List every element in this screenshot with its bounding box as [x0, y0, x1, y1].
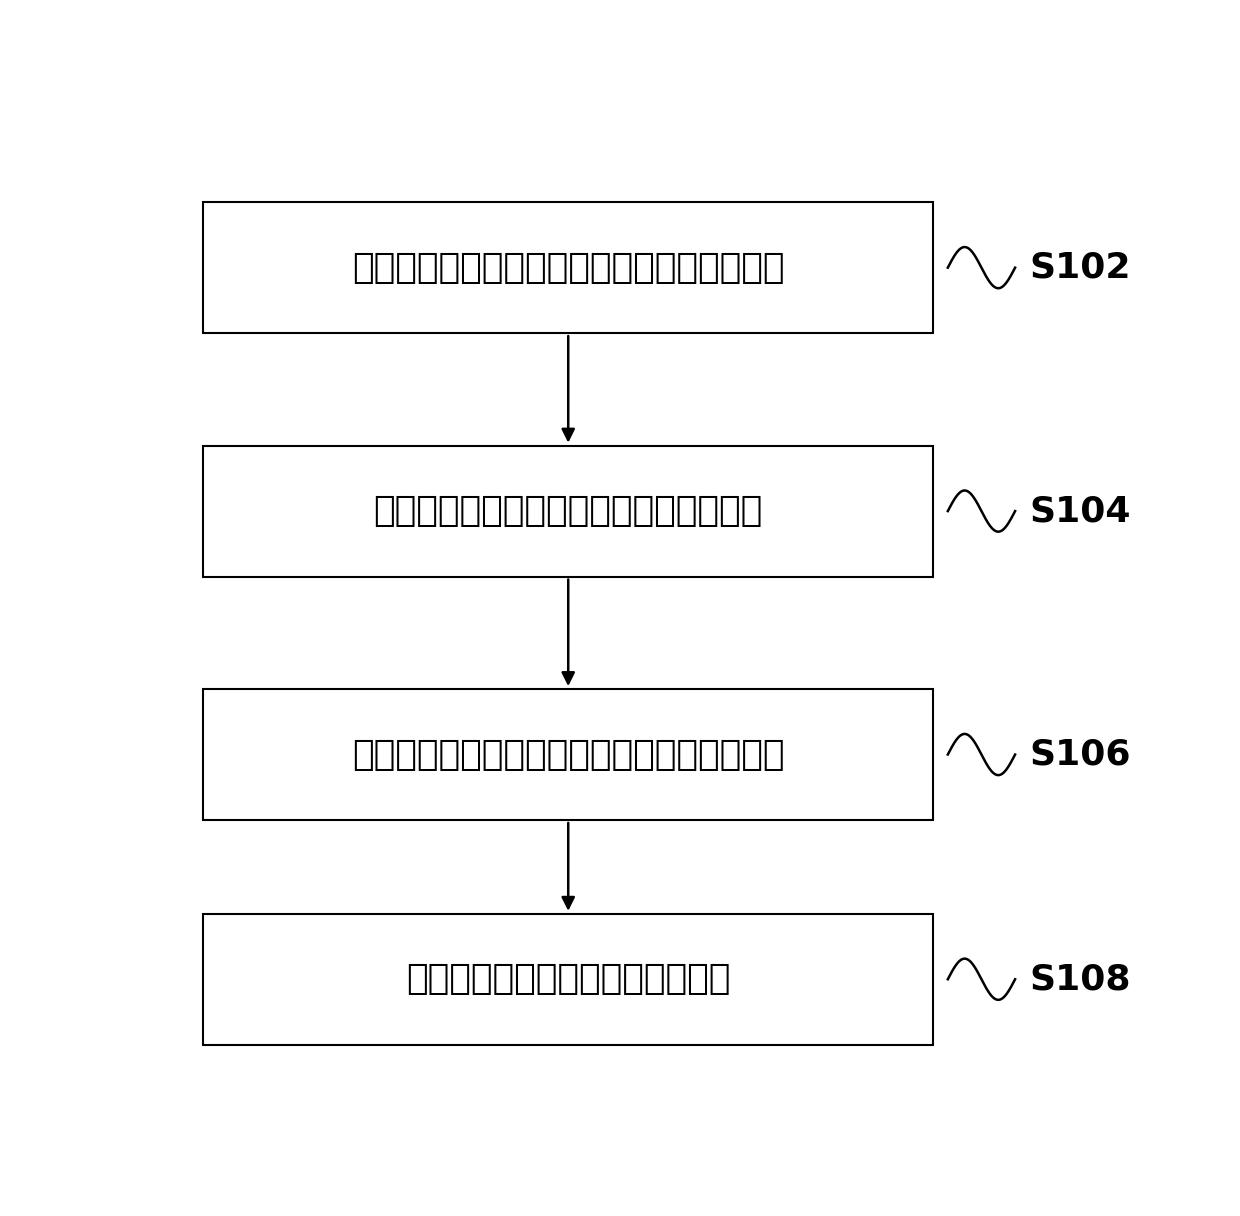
- Bar: [203, 202, 934, 333]
- Text: S102: S102: [1029, 250, 1131, 285]
- Text: S106: S106: [1029, 738, 1131, 771]
- Bar: [203, 913, 934, 1045]
- Bar: [203, 689, 934, 820]
- Text: S104: S104: [1029, 494, 1131, 528]
- Text: 根据参数计算电池模组的内部温度: 根据参数计算电池模组的内部温度: [405, 962, 730, 996]
- Text: 采用参数辨识算法计算得到热网络模型的参数: 采用参数辨识算法计算得到热网络模型的参数: [352, 738, 785, 771]
- Text: 获取电池模组在不同充放电倍率下的温度数据: 获取电池模组在不同充放电倍率下的温度数据: [352, 250, 785, 285]
- Text: 根据温度数据构建电池温升的热网络模型: 根据温度数据构建电池温升的热网络模型: [373, 494, 763, 528]
- Text: S108: S108: [1029, 962, 1131, 996]
- Bar: [203, 445, 934, 576]
